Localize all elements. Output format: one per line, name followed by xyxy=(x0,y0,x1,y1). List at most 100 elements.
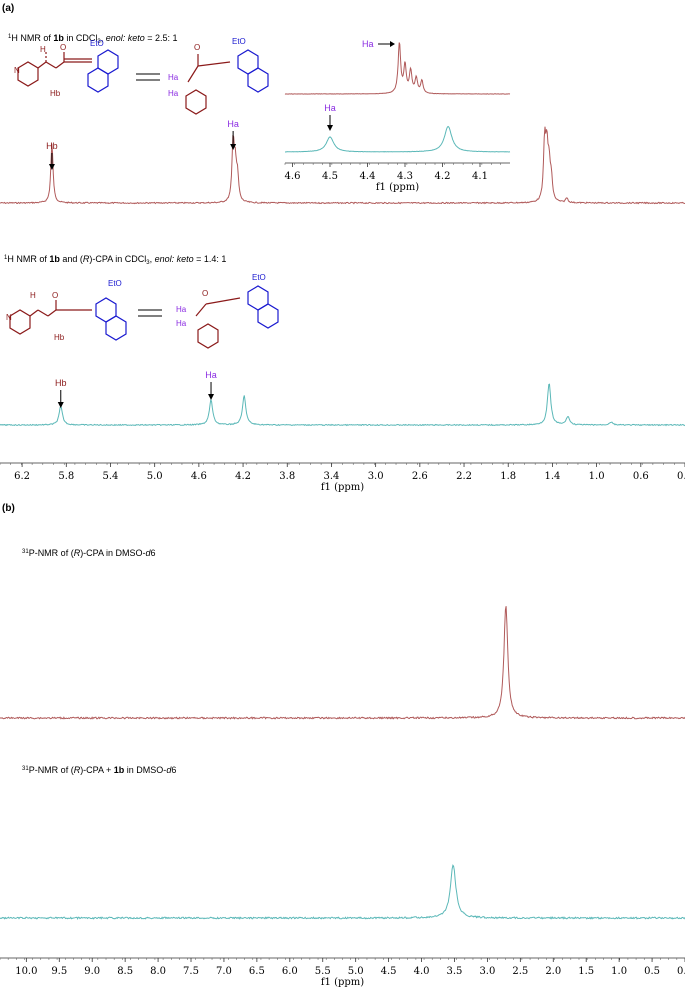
caption-ratio: = 1.4: 1 xyxy=(194,254,227,264)
p31-axis-tick-label: 10.0 xyxy=(15,966,37,977)
marker-hb-mid-arrow-head xyxy=(57,402,64,408)
p31-axis-tick-label: 8.5 xyxy=(117,966,133,977)
h1-axis-tick-label: 2.2 xyxy=(456,471,472,482)
p31-axis-tick-label: 1.5 xyxy=(578,966,594,977)
p31-axis-tick-label: 0.0 xyxy=(677,966,685,977)
caption-text: )-CPA in CDCl xyxy=(89,254,146,264)
caption-sup: 1 xyxy=(8,34,12,40)
p31-axis-tick-label: 9.0 xyxy=(84,966,100,977)
marker-ha-inset-label: Ha xyxy=(324,103,336,113)
caption-sup: 1 xyxy=(4,255,8,261)
marker-ha-top-arrow-head xyxy=(230,144,237,150)
h1-axis-tick-label: 0.6 xyxy=(633,471,649,482)
ethoxy-label: EtO xyxy=(90,39,104,48)
inset-axis-tick-label: 4.1 xyxy=(472,171,488,182)
caption-sup: 31 xyxy=(22,766,29,772)
caption-text: H NMR of xyxy=(11,33,53,43)
peak-markers-layer: Hb Ha Hb Ha Ha Ha xyxy=(46,39,395,408)
ha-label: Ha xyxy=(176,319,187,328)
inset-bottom-trace xyxy=(285,125,511,153)
caption-ratio: = 2.5: 1 xyxy=(145,33,178,43)
bond xyxy=(37,61,47,69)
caption-text: P-NMR of ( xyxy=(29,765,74,775)
h1-axis-tick-label: 5.8 xyxy=(58,471,74,482)
h1-axis-tick-label: 1.0 xyxy=(589,471,605,482)
hb-label: Hb xyxy=(50,89,61,98)
equilibrium-arrows xyxy=(136,73,160,81)
oxygen-label: O xyxy=(202,289,208,298)
caption-sub: 3 xyxy=(146,260,150,266)
p31-axis-tick-label: 9.5 xyxy=(51,966,67,977)
caption-ratio-label: enol: keto xyxy=(155,254,194,264)
panel-label-b: (b) xyxy=(2,503,15,514)
inset-axis-tick-label: 4.5 xyxy=(322,171,338,182)
p31-axis-tick-label: 5.0 xyxy=(348,966,364,977)
caption-text: R xyxy=(74,765,81,775)
alkyne-bond xyxy=(205,297,241,305)
p31-axis-tick-label: 3.0 xyxy=(479,966,495,977)
p31-axis-tick-label: 7.0 xyxy=(216,966,232,977)
axes-layer: 6.2 5.8 5.4 5.0 4.6 4.2 3.8 3.4 3.0 2.6 2.2 1.8 1.4 1… xyxy=(0,162,685,988)
ha-label: Ha xyxy=(168,73,179,82)
bond xyxy=(55,61,65,69)
pyridine-ring xyxy=(17,61,39,87)
hb-label: Hb xyxy=(54,333,65,342)
bond xyxy=(187,65,199,83)
ethoxy-label: EtO xyxy=(252,273,266,282)
p31-axis-tick-label: 4.0 xyxy=(414,966,430,977)
pyridine-ring xyxy=(197,323,219,349)
bond xyxy=(195,303,207,317)
p31-axis-tick-label: 3.5 xyxy=(447,966,463,977)
oxygen-label: O xyxy=(52,291,58,300)
p31-axis-tick-label: 8.0 xyxy=(150,966,166,977)
h1-axis-tick-label: 3.0 xyxy=(368,471,384,482)
caption-compound: 1b xyxy=(114,765,125,775)
p31-axis-tick-label: 6.0 xyxy=(282,966,298,977)
keto-structure-2: O Ha Ha EtO xyxy=(176,273,279,349)
enol-structure-1: N H O Hb EtO xyxy=(14,39,119,98)
caption-text: H NMR of xyxy=(7,254,49,264)
naphthalene-ring xyxy=(105,315,127,341)
marker-hb-mid-label: Hb xyxy=(55,378,67,388)
p31-axis-xlabel: f1 (ppm) xyxy=(321,977,364,988)
caption-text: )-CPA + xyxy=(80,765,114,775)
caption-text: 6 xyxy=(151,548,156,558)
h1-axis-tick-label: 5.0 xyxy=(147,471,163,482)
oxygen-label: O xyxy=(60,43,66,52)
naphthalene-ring xyxy=(257,303,279,329)
marker-ha-inset-top-label: Ha xyxy=(362,39,374,49)
inset-top-trace xyxy=(284,42,511,95)
caption-sup: 31 xyxy=(22,549,29,555)
h1-axis-tick-label: 4.6 xyxy=(191,471,207,482)
caption-sub: 3 xyxy=(97,39,101,45)
marker-ha-inset-top-arrow-head xyxy=(390,41,395,47)
pyridine-ring xyxy=(185,89,207,115)
caption-text: 6 xyxy=(171,765,176,775)
p31-axis-tick-label: 1.0 xyxy=(611,966,627,977)
p31-cpa-1b-trace xyxy=(0,864,685,920)
h1-1b-cpa-trace xyxy=(0,383,685,427)
h1-axis-tick-label: 0.2 xyxy=(677,471,685,482)
h1-axis-tick-label: 3.8 xyxy=(279,471,295,482)
hydrogen-label: H xyxy=(30,291,36,300)
bond xyxy=(37,309,49,317)
nitrogen-label: N xyxy=(6,313,12,322)
naphthalene-ring xyxy=(87,67,109,93)
inset-axis-tick-label: 4.6 xyxy=(285,171,301,182)
h1-axis-tick-label: 1.8 xyxy=(500,471,516,482)
spectra-layer xyxy=(0,42,685,920)
caption-text: in DMSO- xyxy=(124,765,166,775)
panel-label-a: (a) xyxy=(2,3,14,14)
caption-text: R xyxy=(74,548,81,558)
h1-axis-tick-label: 5.4 xyxy=(103,471,119,482)
bond xyxy=(29,309,39,317)
caption-text: d xyxy=(146,548,152,558)
bond xyxy=(47,309,57,317)
inset-axis-xlabel: f1 (ppm) xyxy=(376,182,419,193)
caption-p31-cpa-1b: 31P-NMR of (R)-CPA + 1b in DMSO-d6 xyxy=(22,765,176,775)
caption-compound: 1b xyxy=(49,254,60,264)
caption-text: and ( xyxy=(60,254,83,264)
p31-axis-tick-label: 4.5 xyxy=(381,966,397,977)
caption-text: R xyxy=(83,254,90,264)
hydrogen-label: H xyxy=(40,45,46,54)
